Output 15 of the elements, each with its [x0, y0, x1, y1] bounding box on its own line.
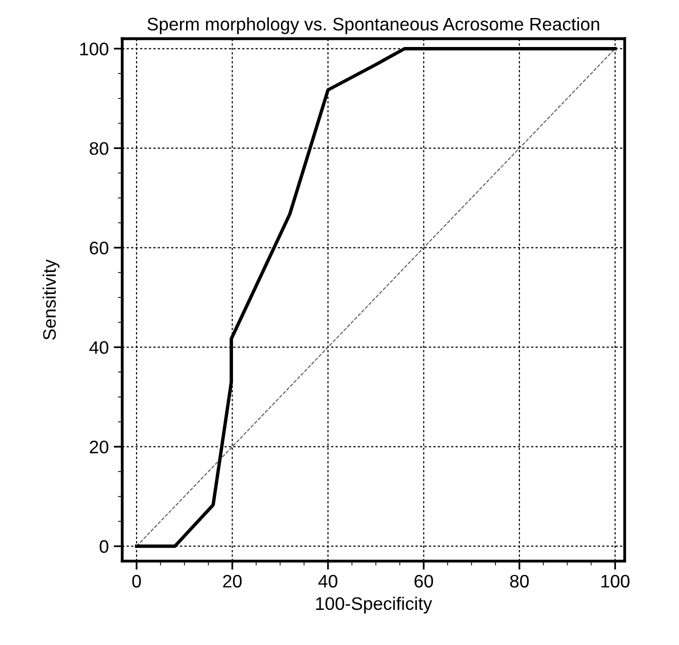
x-tick-label: 100 — [601, 574, 630, 588]
x-tick-label: 60 — [414, 574, 434, 588]
y-axis-title: Sensitivity — [42, 259, 60, 340]
x-tick-label: 0 — [132, 574, 141, 588]
x-tick-label: 80 — [510, 574, 529, 588]
y-tick-label: 100 — [80, 42, 108, 56]
chart-title: Sperm morphology vs. Spontaneous Acrosome Reaction — [147, 17, 600, 34]
x-tick-label: 40 — [318, 574, 338, 588]
x-axis-title: 100-Specificity — [316, 596, 432, 614]
y-tick-label: 60 — [90, 242, 108, 254]
x-tick-label: 20 — [223, 574, 242, 588]
y-tick-label: 40 — [89, 341, 108, 354]
y-tick-label: 20 — [90, 440, 108, 454]
y-tick-label: 0 — [100, 540, 108, 553]
y-tick-label: 80 — [90, 142, 108, 155]
